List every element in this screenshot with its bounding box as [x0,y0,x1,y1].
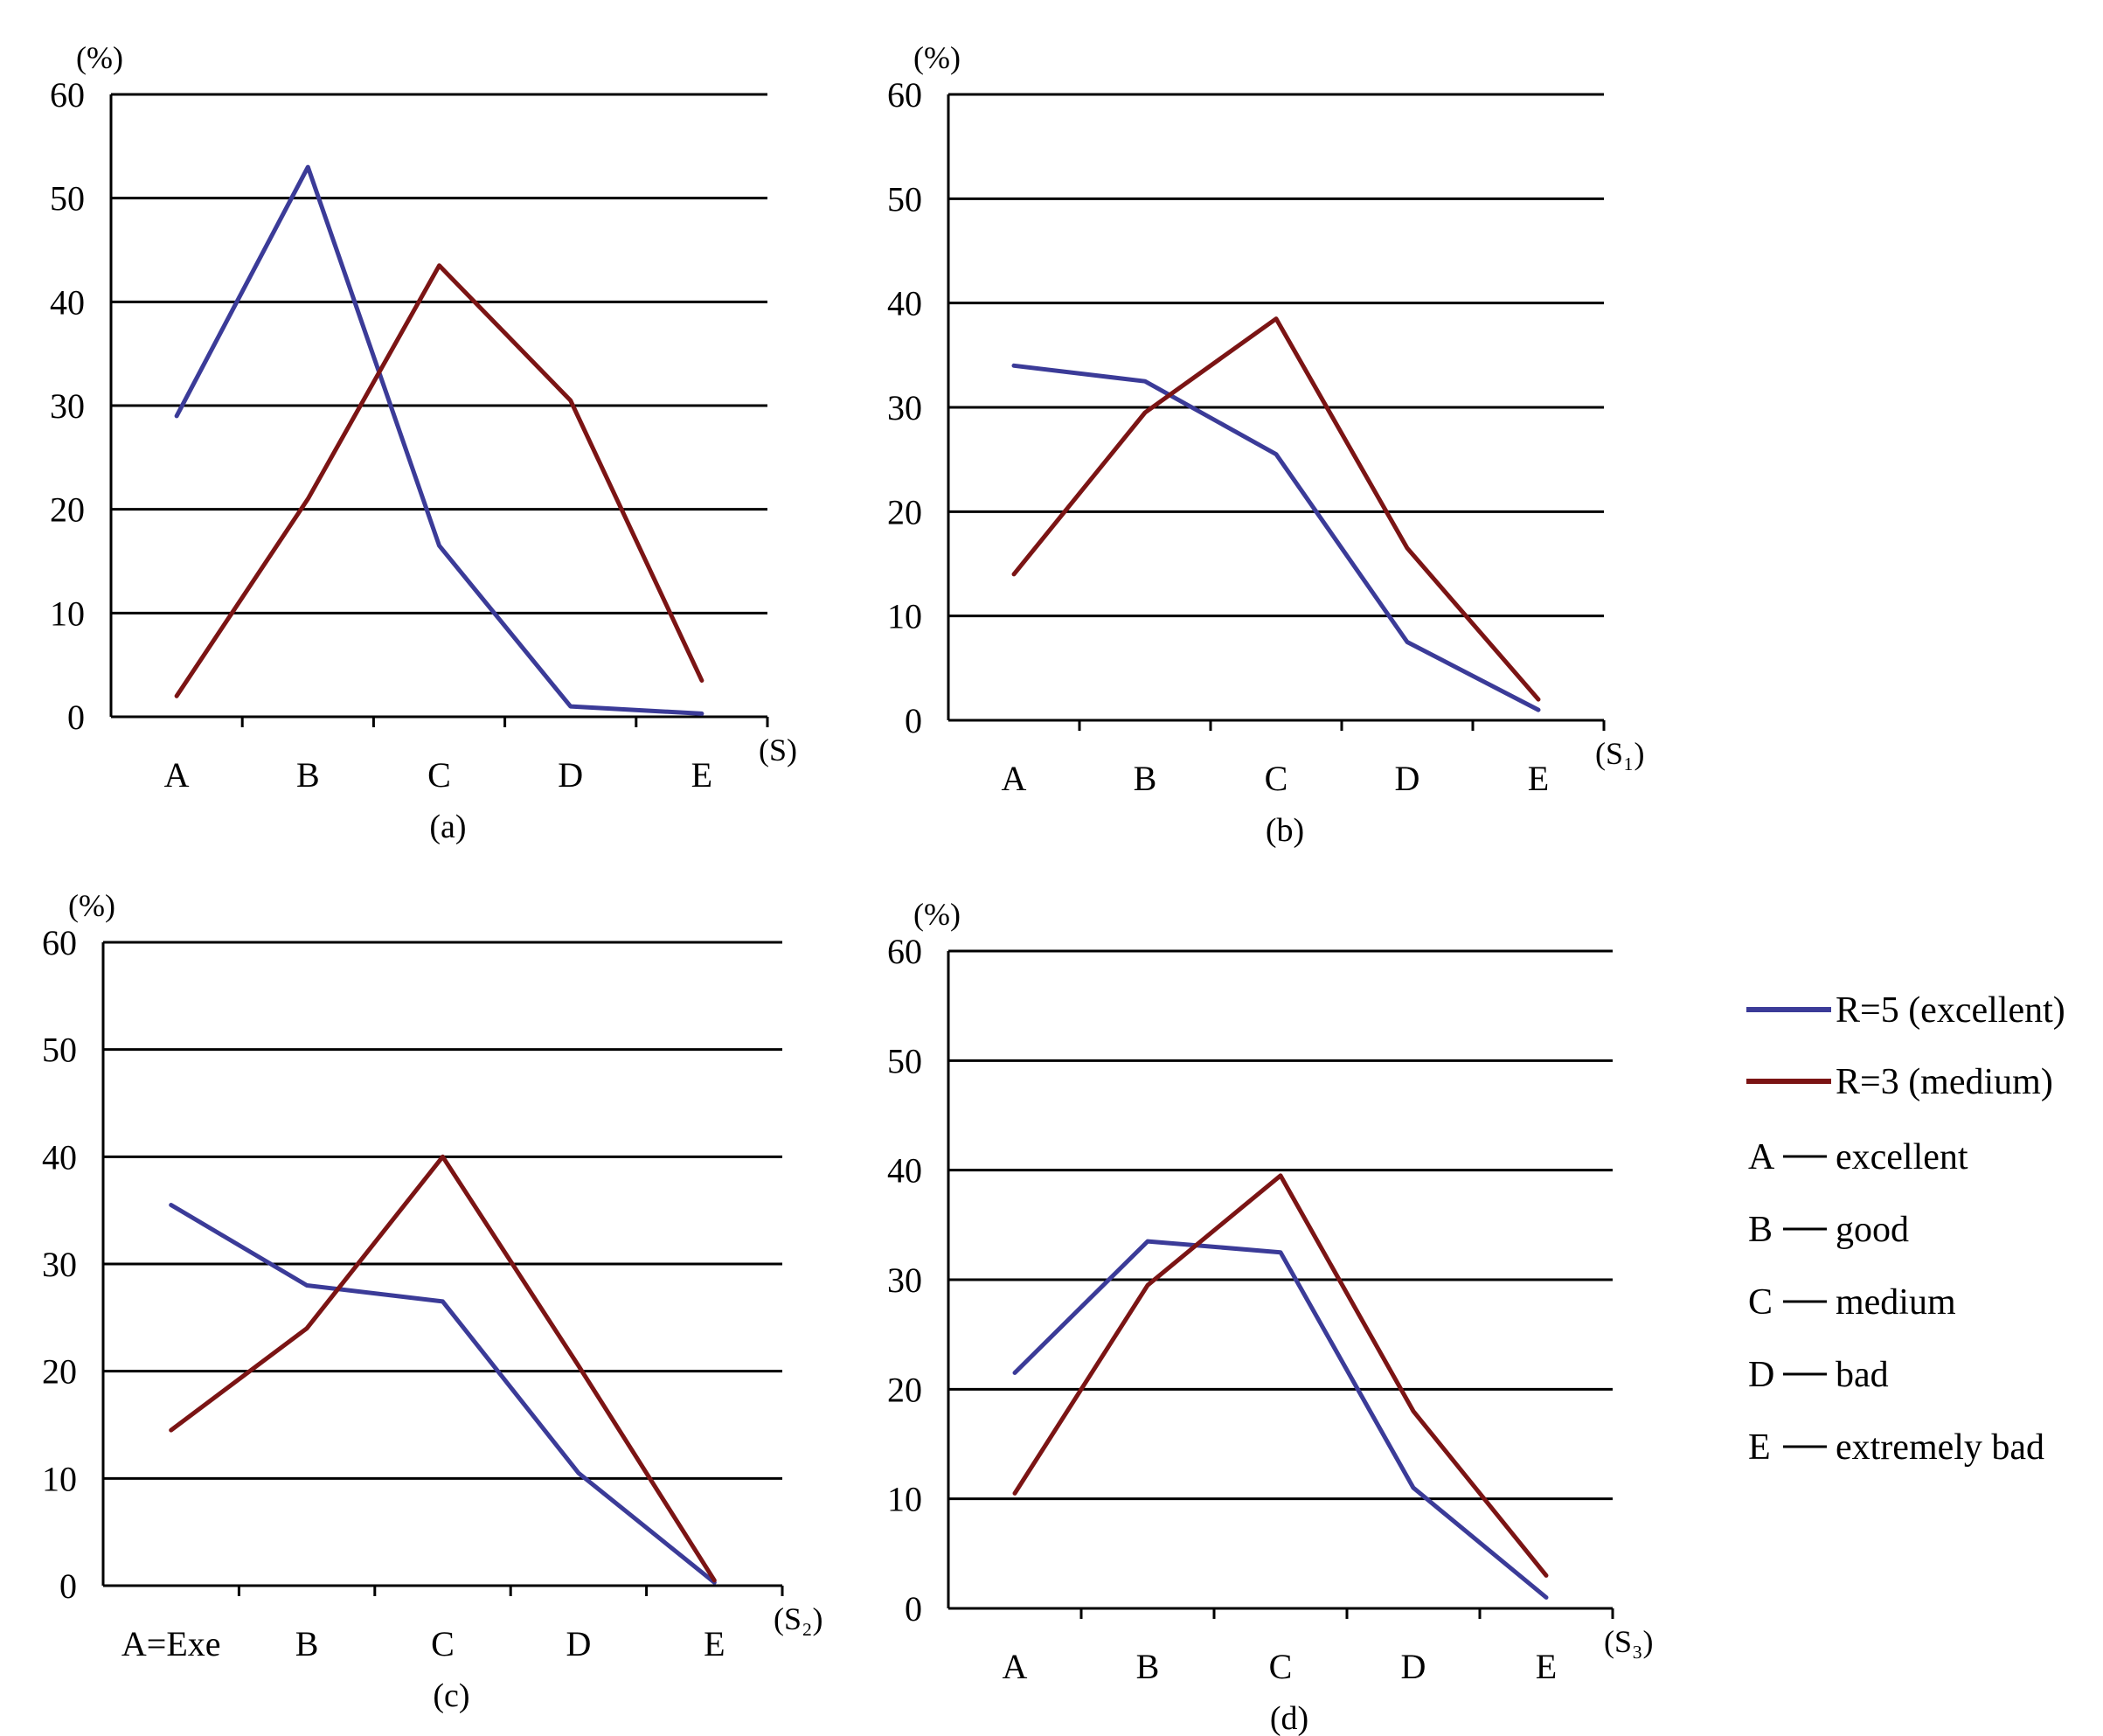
series-line-r5 [1011,363,1541,712]
y-tick-label: 50 [50,179,85,219]
x-tick-label: B [1134,759,1157,798]
x-tick-label: E [1528,759,1549,798]
y-tick-label: 30 [42,1245,77,1284]
y-tick-label: 50 [42,1031,77,1070]
series-line-r5 [169,1203,717,1585]
panel-label: (d) [1270,1700,1308,1736]
y-tick-label: 30 [887,1260,922,1300]
x-unit-label: (S) [759,733,797,767]
legend-category-key: E [1748,1427,1771,1468]
x-tick-label: C [427,755,451,795]
legend-category-key: C [1748,1282,1773,1323]
series-line-r5 [1012,1239,1549,1600]
x-tick-label: D [1395,759,1420,798]
x-tick-label: E [691,755,712,795]
chart-panel-a: 0 10 20 30 40 50 60 A B C D E (%) (S) (a) [50,40,797,845]
y-tick-label: 40 [42,1137,77,1177]
x-tick-label: A=Exe [121,1624,221,1663]
y-tick-label: 20 [887,492,922,531]
y-tick-label: 20 [887,1370,922,1409]
y-tick-label: 30 [50,386,85,426]
legend-series-label: R=5 (excellent) [1836,990,2065,1031]
y-tick-label: 50 [887,179,922,219]
x-tick-label: B [1136,1647,1160,1686]
x-tick-label: C [1269,1647,1293,1686]
y-unit-label: (%) [913,897,961,932]
x-tick-label: D [566,1624,591,1663]
y-tick-label: 0 [905,1589,922,1628]
legend-category-label: excellent [1836,1137,1968,1177]
y-tick-label: 20 [50,490,85,530]
x-tick-label: D [558,755,583,795]
y-tick-label: 60 [887,932,922,971]
x-tick-label: E [704,1624,725,1663]
x-tick-label: C [431,1624,455,1663]
legend: R=5 (excellent) R=3 (medium) A excellent B go… [1746,990,2065,1468]
x-tick-label: A [164,755,190,795]
chart-panel-d: 0 10 20 30 40 50 60 A B C D E (%) (S₃) (d) [887,897,1654,1736]
legend-category-label: good [1836,1210,1909,1250]
series-line-r3 [174,263,704,698]
x-tick-label: A [1003,1647,1028,1686]
panel-label: (a) [429,809,466,845]
y-tick-label: 60 [42,923,77,962]
chart-panel-c: 0 10 20 30 40 50 60 A=Exe B C D E (%) (S₂) (c) [42,888,823,1714]
y-tick-label: 10 [887,1480,922,1519]
legend-category-key: D [1748,1355,1774,1395]
y-tick-label: 10 [50,594,85,633]
y-tick-label: 60 [50,75,85,115]
x-tick-label: B [295,1624,319,1663]
y-tick-label: 0 [67,698,85,737]
y-tick-label: 40 [887,1151,922,1191]
x-tick-label: A [1002,759,1027,798]
legend-category-label: bad [1836,1355,1889,1395]
y-tick-label: 20 [42,1352,77,1392]
y-tick-label: 10 [887,597,922,636]
y-tick-label: 10 [42,1459,77,1498]
x-unit-label: (S₂) [774,1601,823,1636]
series-line-r3 [1012,1173,1549,1578]
x-tick-label: C [1265,759,1288,798]
legend-category-key: B [1748,1210,1773,1250]
legend-series-label: R=3 (medium) [1836,1062,2053,1102]
legend-category-label: medium [1836,1282,1956,1323]
y-tick-label: 60 [887,75,922,115]
x-tick-label: E [1536,1647,1557,1686]
chart-panel-b: 0 10 20 30 40 50 60 A B C D E (%) (S₁) (b) [887,40,1645,849]
series-line-r5 [174,164,704,716]
x-tick-label: D [1401,1647,1426,1686]
y-tick-label: 40 [887,284,922,323]
legend-category-label: extremely bad [1836,1427,2044,1468]
y-tick-label: 50 [887,1041,922,1080]
panel-label: (b) [1266,812,1304,849]
legend-category-key: A [1748,1137,1775,1177]
panel-label: (c) [433,1677,469,1714]
y-tick-label: 0 [905,701,922,740]
y-tick-label: 40 [50,282,85,322]
x-tick-label: B [296,755,320,795]
y-unit-label: (%) [913,40,961,75]
y-unit-label: (%) [68,888,115,923]
y-tick-label: 30 [887,388,922,427]
x-unit-label: (S₃) [1604,1624,1654,1659]
x-unit-label: (S₁) [1595,736,1645,771]
y-tick-label: 0 [59,1566,77,1606]
y-unit-label: (%) [76,40,123,75]
